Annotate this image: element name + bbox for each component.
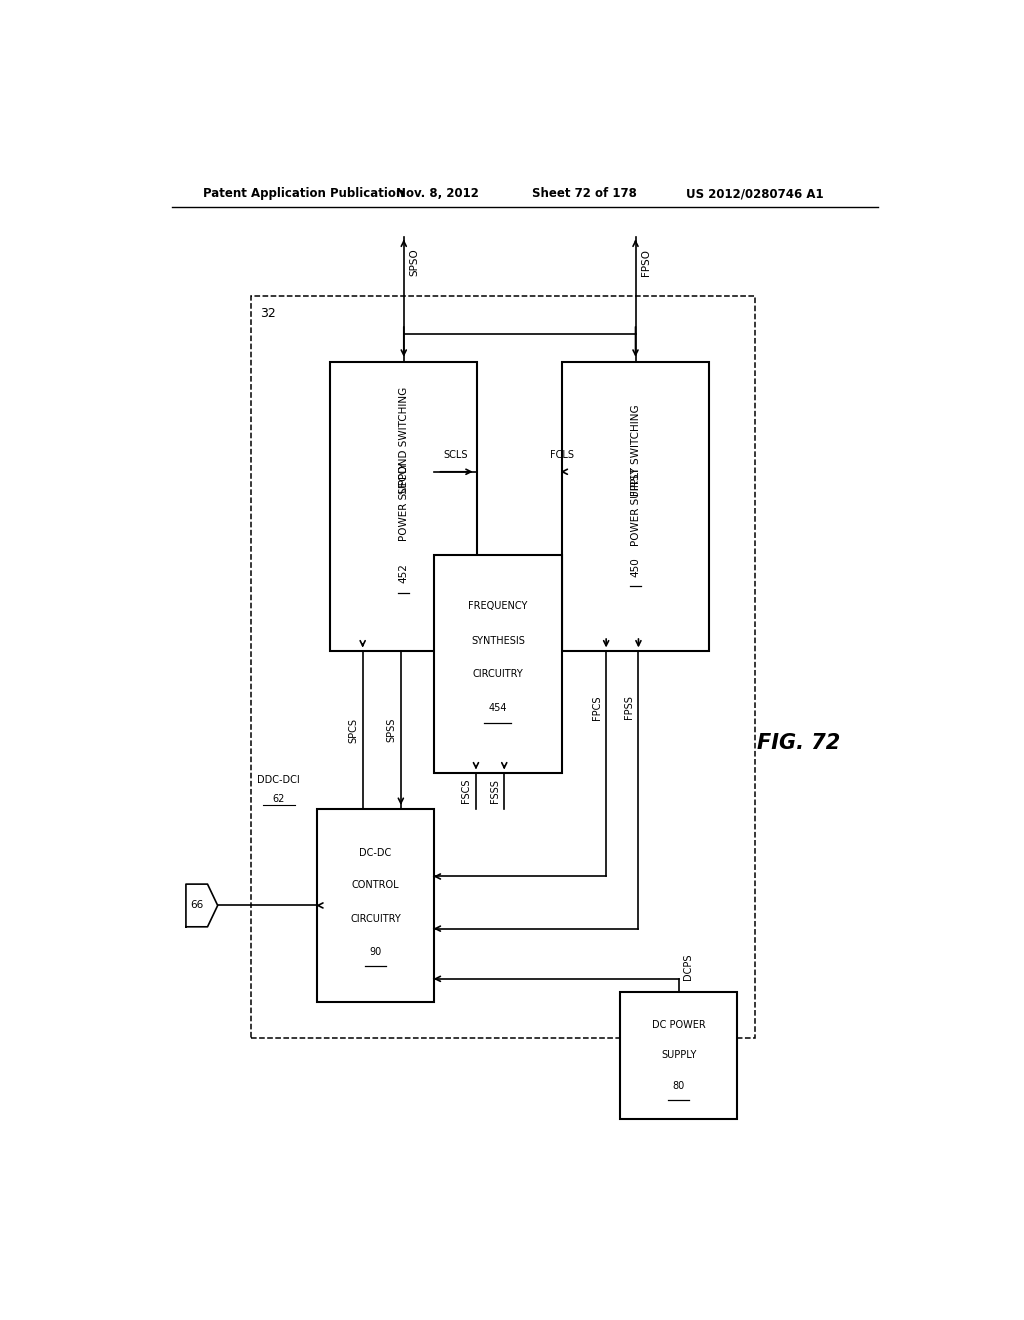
Text: SCLS: SCLS: [443, 450, 468, 461]
Text: SPSO: SPSO: [410, 248, 419, 276]
Text: 62: 62: [272, 793, 285, 804]
Text: FPCS: FPCS: [592, 696, 602, 719]
Text: CIRCUITRY: CIRCUITRY: [350, 913, 401, 924]
Text: FPSO: FPSO: [641, 248, 651, 276]
Text: Nov. 8, 2012: Nov. 8, 2012: [396, 187, 479, 201]
Text: CONTROL: CONTROL: [352, 880, 399, 890]
Text: 90: 90: [370, 948, 382, 957]
Text: DC-DC: DC-DC: [359, 847, 392, 858]
Text: 450: 450: [631, 557, 640, 577]
Text: FCLS: FCLS: [550, 450, 574, 461]
Text: FIRST SWITCHING: FIRST SWITCHING: [631, 405, 640, 496]
Text: 80: 80: [673, 1081, 685, 1090]
FancyBboxPatch shape: [251, 296, 755, 1038]
Text: DCPS: DCPS: [683, 953, 693, 979]
Text: 454: 454: [488, 702, 507, 713]
Text: Sheet 72 of 178: Sheet 72 of 178: [531, 187, 637, 201]
Text: 452: 452: [398, 562, 409, 582]
Text: SYNTHESIS: SYNTHESIS: [471, 636, 524, 645]
Text: SUPPLY: SUPPLY: [662, 1051, 696, 1060]
Text: FREQUENCY: FREQUENCY: [468, 601, 527, 611]
Text: FSSS: FSSS: [489, 779, 500, 803]
Text: SPCS: SPCS: [348, 718, 358, 743]
Text: CIRCUITRY: CIRCUITRY: [472, 669, 523, 680]
Text: US 2012/0280746 A1: US 2012/0280746 A1: [686, 187, 823, 201]
Text: DC POWER: DC POWER: [652, 1020, 706, 1030]
Text: FPSS: FPSS: [624, 696, 634, 719]
Text: SPSS: SPSS: [386, 718, 396, 742]
Text: POWER SUPPLY: POWER SUPPLY: [631, 467, 640, 546]
Text: 66: 66: [189, 900, 203, 911]
Text: 32: 32: [260, 308, 276, 321]
Text: FSCS: FSCS: [462, 779, 471, 804]
Text: Patent Application Publication: Patent Application Publication: [204, 187, 404, 201]
FancyBboxPatch shape: [316, 809, 434, 1002]
Text: POWER SUPPLY: POWER SUPPLY: [398, 462, 409, 541]
FancyBboxPatch shape: [620, 991, 737, 1119]
Text: DDC-DCI: DDC-DCI: [257, 775, 300, 785]
FancyBboxPatch shape: [562, 362, 709, 651]
FancyBboxPatch shape: [433, 554, 562, 774]
Text: SECOND SWITCHING: SECOND SWITCHING: [398, 387, 409, 494]
Text: FIG. 72: FIG. 72: [757, 733, 841, 752]
FancyBboxPatch shape: [331, 362, 477, 651]
